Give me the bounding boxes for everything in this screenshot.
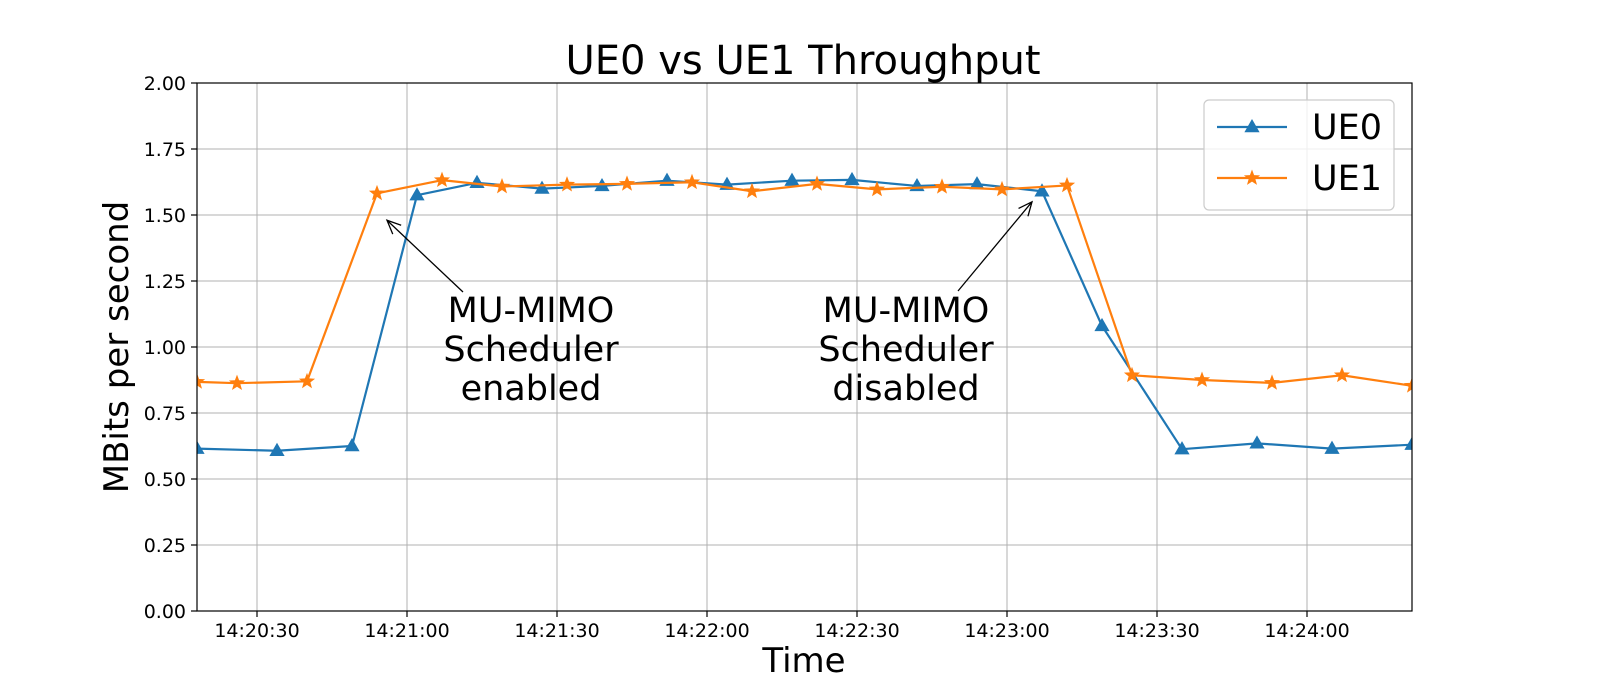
data-point (683, 173, 701, 190)
data-point (228, 374, 246, 391)
legend-item-ue0: UE0 (1217, 108, 1382, 148)
data-point (1193, 371, 1211, 387)
legend-marker (1243, 169, 1261, 185)
data-point (493, 177, 511, 194)
data-point (933, 178, 951, 194)
chart-title: UE0 vs UE1 Throughput (566, 38, 1041, 84)
data-point (344, 438, 360, 452)
annotation-text: MU-MIMO (448, 291, 615, 331)
grid (197, 82, 1412, 612)
data-point (1333, 366, 1351, 383)
data-point (1174, 441, 1190, 455)
annotation-text: enabled (461, 369, 602, 409)
data-point (844, 171, 860, 186)
annotations: MU-MIMOSchedulerenabledMU-MIMOSchedulerd… (385, 200, 1034, 409)
x-tick-label: 14:23:00 (964, 620, 1049, 642)
y-tick-label: 2.00 (144, 73, 186, 95)
data-point (409, 187, 425, 201)
data-point (534, 180, 550, 194)
data-point (1324, 440, 1340, 454)
ticks: 0.00 0.25 0.50 0.75 1.00 1.25 1.50 1.75 2.00 14:2… (144, 73, 1350, 642)
data-point (558, 176, 576, 192)
data-point (808, 175, 826, 191)
data-point (969, 176, 985, 190)
x-tick-label: 14:22:30 (814, 620, 899, 642)
x-tick-label: 14:20:30 (214, 620, 299, 642)
data-point (269, 442, 285, 456)
data-point (1034, 183, 1050, 197)
data-point (197, 440, 205, 454)
data-point (784, 172, 800, 186)
legend-label: UE0 (1312, 108, 1382, 148)
data-point (993, 180, 1011, 197)
legend-marker (1244, 119, 1260, 133)
y-tick-label: 1.75 (144, 139, 186, 161)
data-point (618, 175, 636, 191)
annotation-arrowhead (1018, 200, 1034, 217)
annotation-arrow (957, 201, 1033, 292)
x-axis-title: Time (761, 641, 845, 681)
series-layer (197, 171, 1412, 456)
annotation-text: Scheduler (443, 330, 619, 370)
data-point (868, 180, 886, 197)
x-tick-label: 14:24:00 (1264, 620, 1349, 642)
data-point (1404, 436, 1412, 450)
data-point (368, 184, 386, 201)
data-point (1094, 317, 1110, 332)
legend-item-ue1: UE1 (1217, 159, 1382, 199)
data-point (433, 171, 451, 188)
x-tick-label: 14:21:00 (364, 620, 449, 642)
series-ue1 (197, 171, 1412, 393)
annotation-text: Scheduler (818, 330, 994, 370)
series-line (197, 179, 1412, 387)
data-point (1403, 377, 1412, 393)
annotation-arrowhead (385, 219, 402, 235)
data-point (1123, 366, 1141, 383)
y-axis-title: MBits per second (97, 201, 137, 494)
legend-label: UE1 (1312, 159, 1382, 199)
data-point (1058, 176, 1076, 193)
y-tick-label: 0.75 (144, 403, 186, 425)
data-point (197, 373, 206, 389)
x-tick-label: 14:21:30 (514, 620, 599, 642)
data-point (469, 174, 485, 188)
annotation-text: disabled (832, 369, 979, 409)
x-tick-label: 14:23:30 (1114, 620, 1199, 642)
data-point (743, 182, 761, 199)
y-tick-label: 0.00 (144, 601, 186, 623)
y-tick-label: 1.50 (144, 205, 186, 227)
y-tick-label: 0.25 (144, 535, 186, 557)
data-point (298, 372, 316, 389)
y-tick-label: 1.25 (144, 271, 186, 293)
y-tick-label: 0.50 (144, 469, 186, 491)
data-point (1263, 374, 1281, 390)
x-tick-label: 14:22:00 (664, 620, 749, 642)
data-point (1249, 435, 1265, 449)
annotation-arrow (386, 219, 464, 293)
annotation-text: MU-MIMO (823, 291, 990, 331)
y-tick-label: 1.00 (144, 337, 186, 359)
series-line (197, 178, 1412, 452)
